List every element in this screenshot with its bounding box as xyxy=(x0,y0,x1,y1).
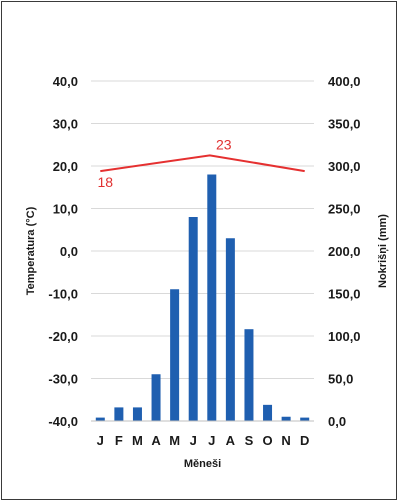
temperature-annotation: 18 xyxy=(98,174,114,190)
month-label: O xyxy=(262,433,272,448)
month-label: D xyxy=(300,433,309,448)
precip-bar xyxy=(132,407,142,421)
precip-bar xyxy=(188,217,198,421)
right-tick-label: 400,0 xyxy=(328,74,361,89)
temperature-line xyxy=(100,154,305,173)
precip-bar xyxy=(151,374,161,421)
right-tick-label: 0,0 xyxy=(328,414,346,429)
precip-bar xyxy=(95,417,105,421)
right-tick-label: 150,0 xyxy=(328,287,361,302)
x-axis-title: Měneši xyxy=(184,458,221,470)
month-label: A xyxy=(226,433,236,448)
month-label: N xyxy=(281,433,290,448)
right-tick-label: 250,0 xyxy=(328,202,361,217)
right-axis-title: Nokrišņi (mm) xyxy=(377,214,389,288)
left-tick-label: -10,0 xyxy=(48,287,78,302)
precip-bar xyxy=(300,417,310,421)
right-tick-label: 200,0 xyxy=(328,244,361,259)
month-label: A xyxy=(151,433,161,448)
month-label: F xyxy=(115,433,123,448)
left-tick-label: 10,0 xyxy=(53,202,78,217)
right-tick-label: 350,0 xyxy=(328,117,361,132)
left-tick-label: 0,0 xyxy=(60,244,78,259)
left-tick-label: 30,0 xyxy=(53,117,78,132)
right-tick-label: 100,0 xyxy=(328,329,361,344)
month-label: M xyxy=(169,433,180,448)
left-axis-title: Temperatura (°C) xyxy=(25,206,37,295)
precip-bar xyxy=(244,329,254,421)
month-label: J xyxy=(208,433,215,448)
temperature-annotation: 23 xyxy=(216,136,232,152)
month-label: J xyxy=(97,433,104,448)
precip-bar xyxy=(225,238,235,421)
left-tick-label: 40,0 xyxy=(53,74,78,89)
left-tick-label: -30,0 xyxy=(48,372,78,387)
precip-bar xyxy=(263,404,273,421)
right-tick-label: 50,0 xyxy=(328,372,353,387)
precip-bar xyxy=(114,407,124,421)
month-label: M xyxy=(132,433,143,448)
month-label: S xyxy=(245,433,254,448)
right-tick-label: 300,0 xyxy=(328,159,361,174)
month-label: J xyxy=(190,433,197,448)
left-tick-label: -40,0 xyxy=(48,414,78,429)
precip-bar xyxy=(207,174,217,421)
left-tick-label: 20,0 xyxy=(53,159,78,174)
precip-bar xyxy=(281,416,291,421)
precip-bar xyxy=(170,289,180,421)
left-tick-label: -20,0 xyxy=(48,329,78,344)
